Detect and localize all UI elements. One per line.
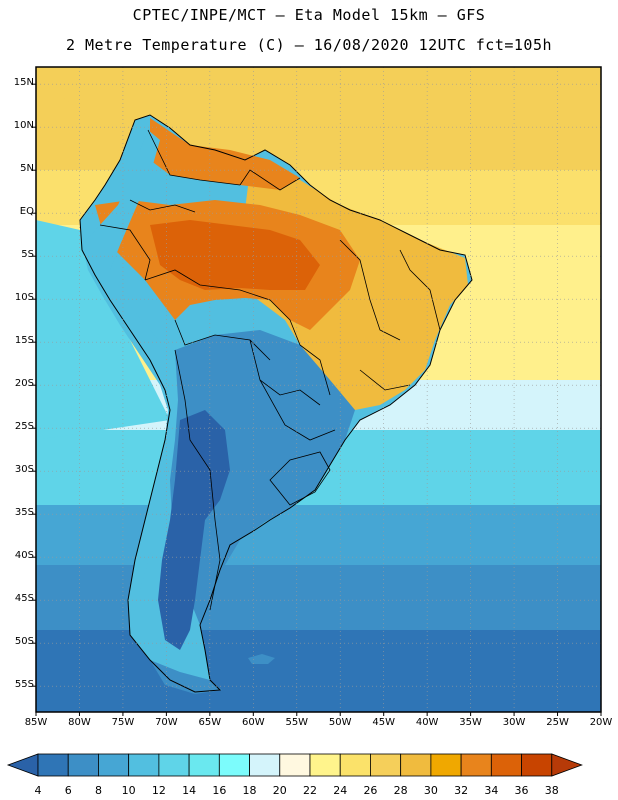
- lon-label: 45W: [372, 717, 395, 728]
- colorbar-high-arrow: [551, 753, 583, 777]
- colorbar-swatch: [460, 753, 492, 777]
- colorbar-level-label: 14: [182, 784, 197, 797]
- lon-label: 20W: [589, 717, 613, 728]
- colorbar-swatch: [218, 753, 250, 777]
- colorbar-level-label: 22: [303, 784, 317, 797]
- falkland-islands: [248, 654, 275, 664]
- lat-label: 10N: [13, 120, 34, 132]
- lat-label: 10S: [14, 292, 34, 304]
- colorbar-swatch: [128, 753, 160, 777]
- colorbar-level-label: 38: [544, 784, 559, 797]
- southern-cone-cool-region: [170, 330, 355, 625]
- colorbar-level-label: 8: [94, 784, 102, 797]
- colorbar-swatch: [400, 753, 432, 777]
- colorbar-level-label: 34: [484, 784, 499, 797]
- lat-label: 50S: [14, 636, 34, 648]
- colorbar-swatch: [370, 753, 402, 777]
- lon-label: 40W: [415, 717, 439, 728]
- colorbar-level-label: 28: [393, 784, 408, 797]
- ocean-mid-south-band: [36, 505, 601, 570]
- northern-coast-region: [150, 118, 300, 190]
- colorbar-swatch: [188, 753, 220, 777]
- lon-label: 60W: [241, 717, 265, 728]
- tierra-del-fuego: [150, 660, 222, 694]
- ocean-far-south-band: [36, 630, 601, 712]
- colorbar-level-label: 32: [454, 784, 469, 797]
- amazon-core-region: [150, 220, 320, 290]
- lat-label: 40S: [14, 550, 34, 562]
- patagonia-cold-region: [158, 410, 230, 650]
- lon-label: 50W: [328, 717, 352, 728]
- colorbar-swatch: [98, 753, 130, 777]
- colorbar-swatch: [249, 753, 281, 777]
- lat-label: 45S: [14, 593, 34, 605]
- colorbar-swatch: [158, 753, 190, 777]
- lon-label: 55W: [285, 717, 309, 728]
- colorbar-level-label: 26: [363, 784, 378, 797]
- colorbar-level-label: 30: [423, 784, 438, 797]
- lat-label: 15S: [14, 335, 34, 347]
- lat-label: 30S: [14, 464, 34, 476]
- country-borders: [99, 129, 441, 611]
- colorbar-swatch: [339, 753, 371, 777]
- map-frame: [35, 66, 602, 713]
- lon-label: 75W: [111, 717, 135, 728]
- colorbar-swatch: [67, 753, 99, 777]
- colorbar-level-label: 16: [212, 784, 227, 797]
- colorbar-level-label: 24: [333, 784, 348, 797]
- map-title: CPTEC/INPE/MCT – Eta Model 15km – GFS: [132, 6, 486, 24]
- colorbar: [6, 753, 583, 777]
- lon-label: 85W: [24, 717, 48, 728]
- lat-label: 35S: [14, 507, 34, 519]
- map-subtitle: 2 Metre Temperature (C) – 16/08/2020 12U…: [65, 36, 553, 54]
- colorbar-level-label: 4: [34, 784, 42, 797]
- colorbar-swatch: [490, 753, 522, 777]
- lat-label: 5N: [20, 163, 34, 175]
- lat-label: 55S: [14, 679, 34, 691]
- coastline: [79, 114, 473, 693]
- andes-cool-strip: [82, 130, 185, 620]
- colorbar-swatch: [37, 753, 69, 777]
- colorbar-swatch: [279, 753, 311, 777]
- lon-label: 35W: [459, 717, 482, 728]
- lat-label: 15N: [13, 77, 34, 89]
- colorbar-level-label: 18: [242, 784, 257, 797]
- lon-label: 25W: [546, 717, 569, 728]
- lon-label: 30W: [502, 717, 526, 728]
- colorbar-level-label: 20: [272, 784, 287, 797]
- colorbar-level-label: 12: [151, 784, 166, 797]
- colorbar-level-label: 6: [64, 784, 72, 797]
- lon-label: 70W: [155, 717, 178, 728]
- colorbar-swatch: [309, 753, 341, 777]
- colorbar-swatch: [430, 753, 462, 777]
- colorbar-level-label: 36: [514, 784, 529, 797]
- lat-label: EQ: [19, 206, 34, 218]
- lon-label: 80W: [68, 717, 91, 728]
- lat-label: 20S: [14, 378, 34, 390]
- central-america: [36, 75, 130, 132]
- lat-label: 5S: [21, 249, 34, 261]
- axis-ticks: [32, 83, 602, 716]
- lon-label: 65W: [198, 717, 222, 728]
- lat-label: 25S: [14, 421, 34, 433]
- colorbar-level-label: 10: [121, 784, 136, 797]
- colorbar-low-arrow: [6, 753, 39, 777]
- colorbar-swatch: [521, 753, 553, 777]
